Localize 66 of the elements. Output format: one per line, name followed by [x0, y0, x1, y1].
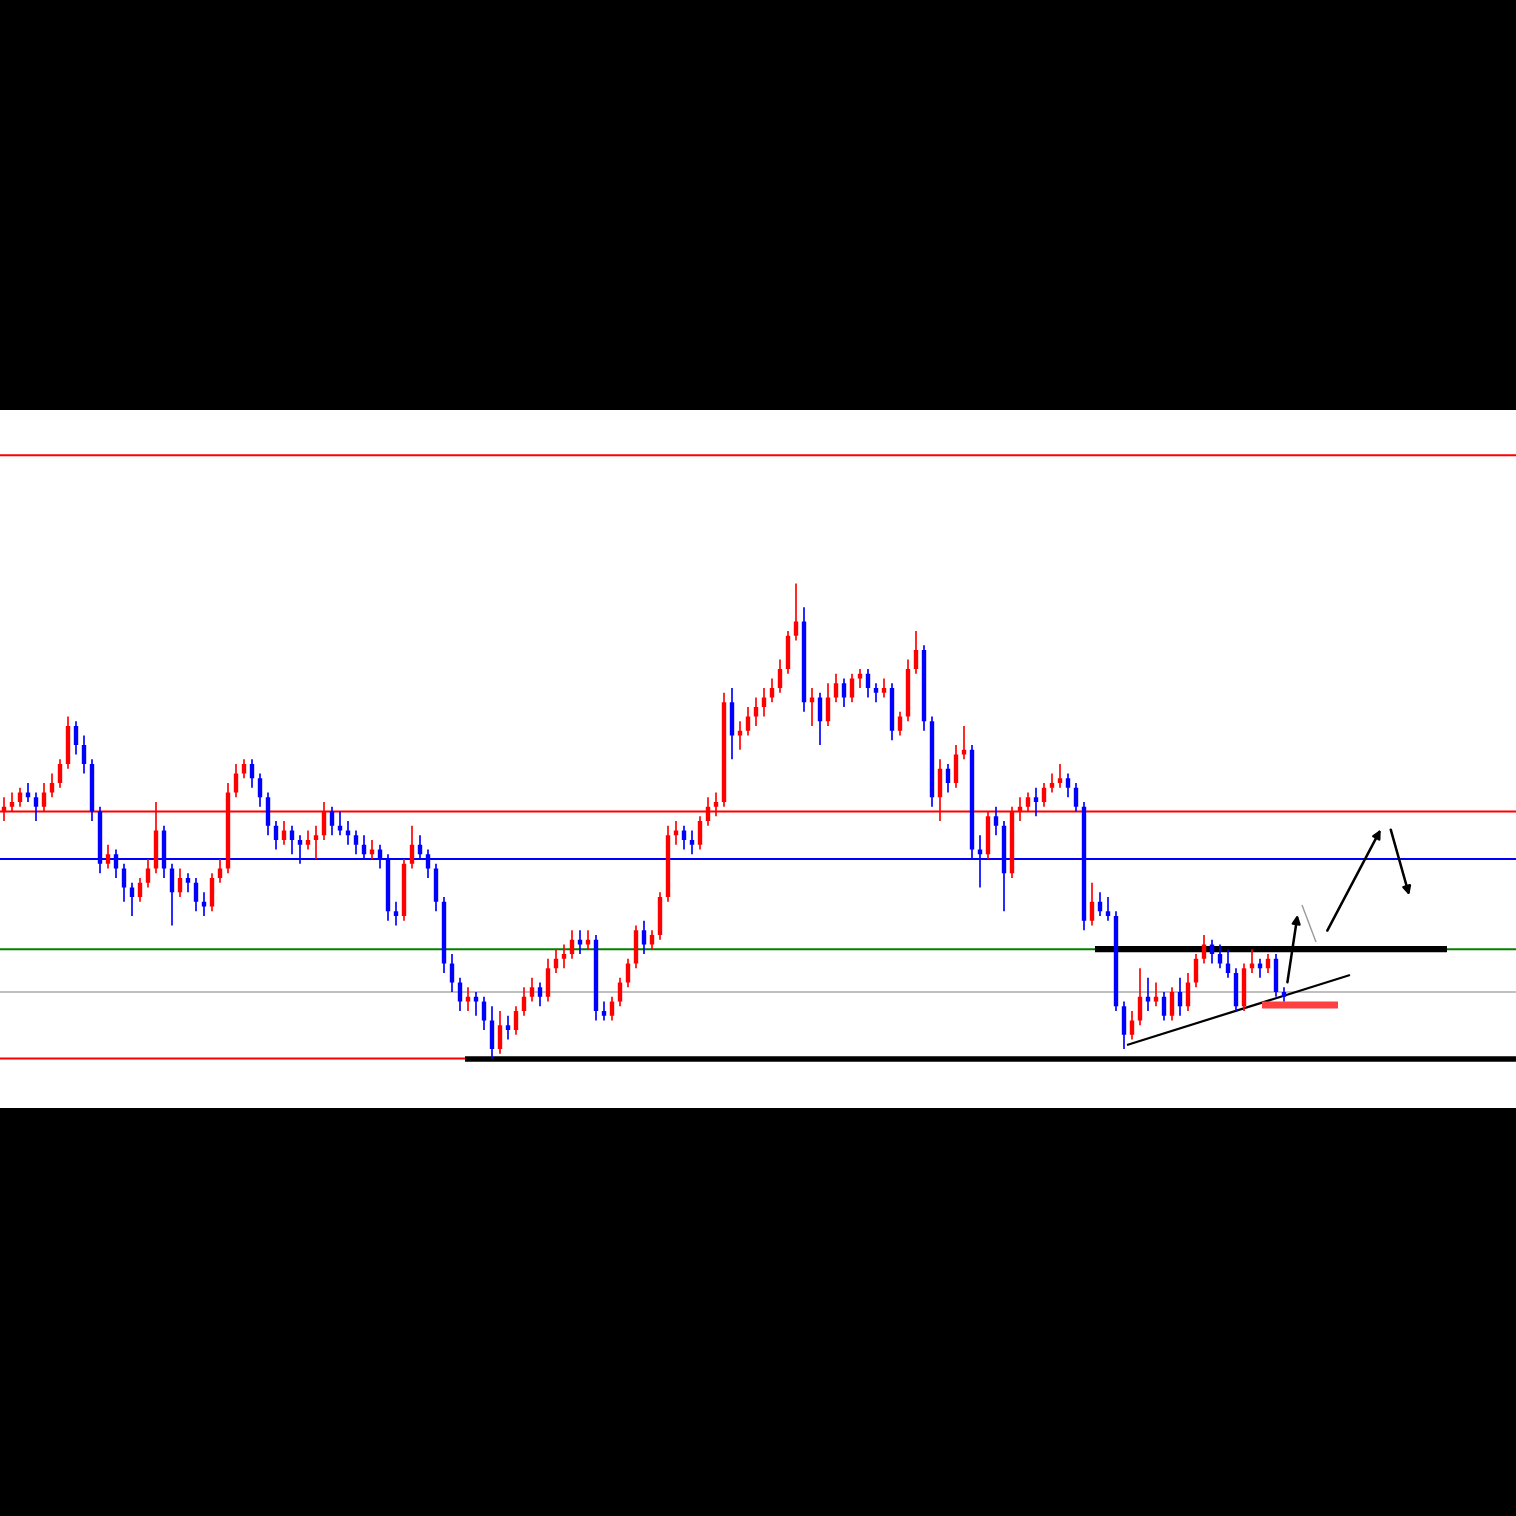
candlestick — [33, 791, 39, 822]
candlestick — [73, 720, 79, 756]
candlestick — [1169, 986, 1175, 1022]
candlestick — [305, 829, 311, 851]
candlestick — [873, 682, 879, 704]
candlestick — [1193, 953, 1199, 989]
candlestick — [849, 672, 855, 704]
candlestick — [1089, 881, 1095, 927]
candlestick — [241, 758, 247, 780]
candlestick — [697, 815, 703, 851]
candlestick — [585, 929, 591, 951]
candlestick — [529, 976, 535, 1003]
candlestick — [457, 976, 463, 1012]
candlestick — [881, 677, 887, 699]
candlestick — [105, 843, 111, 870]
candlestick — [497, 1010, 503, 1055]
candlestick — [1145, 976, 1151, 1012]
candlestick — [1161, 991, 1167, 1022]
candlestick — [233, 763, 239, 799]
candlestick — [81, 734, 87, 775]
candlestick — [601, 1000, 607, 1022]
candlestick — [193, 877, 199, 913]
candlestick — [313, 824, 319, 860]
candlestick — [833, 672, 839, 704]
candlestick — [625, 957, 631, 989]
candlestick — [337, 810, 343, 837]
candlestick — [1073, 782, 1079, 813]
candlestick — [753, 696, 759, 727]
candlestick — [393, 900, 399, 927]
candlestick — [465, 986, 471, 1012]
candlestick — [353, 829, 359, 856]
candlestick — [1033, 786, 1039, 818]
candlestick — [1153, 981, 1159, 1008]
candlestick — [1049, 772, 1055, 794]
candlestick — [1137, 967, 1143, 1027]
candlestick — [1065, 772, 1071, 799]
candlestick — [473, 991, 479, 1017]
candlestick — [49, 772, 55, 799]
candlestick — [449, 953, 455, 993]
candlestick — [737, 720, 743, 751]
candlestick — [961, 725, 967, 761]
candlestick — [513, 1005, 519, 1036]
candlestick — [537, 981, 543, 1008]
candlestick — [641, 919, 647, 955]
candlestick — [561, 943, 567, 970]
candlestick — [993, 805, 999, 837]
candlestick — [1105, 896, 1111, 922]
candlestick — [857, 668, 863, 689]
candlestick — [201, 891, 207, 917]
candlestick — [617, 976, 623, 1008]
candlestick — [257, 772, 263, 808]
candlestick — [505, 1014, 511, 1041]
candlestick — [689, 829, 695, 856]
candlestick — [1057, 763, 1063, 789]
candlestick — [57, 758, 63, 789]
candlestick — [121, 862, 127, 903]
candlestick — [913, 630, 919, 675]
candlestick — [409, 824, 415, 870]
candlestick — [185, 872, 191, 894]
candlestick — [841, 677, 847, 708]
candlestick — [649, 929, 655, 951]
candlestick — [577, 929, 583, 955]
candlestick — [1217, 943, 1223, 970]
candlestick — [777, 658, 783, 694]
candlestick — [481, 995, 487, 1031]
candlestick — [769, 677, 775, 704]
